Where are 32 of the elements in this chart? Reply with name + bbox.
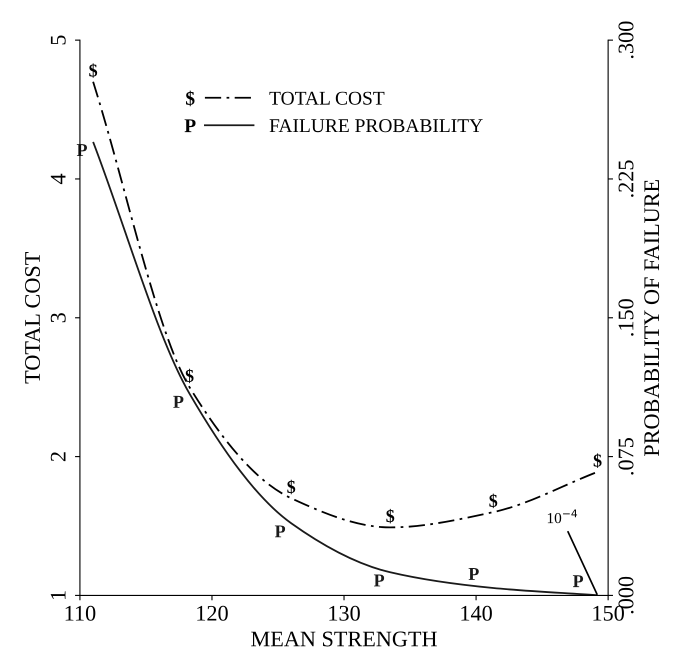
data-label: P (468, 568, 479, 580)
data-label: P (274, 525, 286, 538)
y-tick-label: 2 (50, 452, 66, 462)
x-axis-title: MEAN STRENGTH (251, 632, 437, 646)
y-tick-label: 1 (50, 591, 66, 600)
x-tick-label: 120 (197, 606, 228, 621)
x-tick-label: 140 (461, 606, 492, 621)
y-tick-label: 4 (50, 174, 66, 184)
text: $ (186, 90, 195, 106)
legend-label: TOTAL COST (269, 92, 384, 105)
legend-label: FAILURE PROBABILITY (270, 119, 483, 132)
data-label: $ (594, 453, 602, 468)
text: P (184, 119, 196, 132)
y-tick-label: 3 (50, 313, 66, 322)
data-label: $ (489, 494, 498, 508)
data-label: $ (386, 508, 394, 524)
x-tick-label: 130 (329, 606, 360, 621)
y2-tick-label: .300 (618, 22, 634, 58)
y2-axis-title: PROBABILITY OF FAILURE (644, 180, 660, 456)
annotation: 10$^{−4}$ (548, 509, 578, 524)
y2-tick-label: .075 (618, 438, 634, 475)
data-label: $ (89, 63, 98, 78)
y2-tick-label: .225 (618, 160, 634, 197)
y2-tick-label: .150 (618, 299, 634, 336)
data-label: P (572, 575, 584, 588)
y-axis-title: TOTAL COST (25, 252, 40, 384)
data-label: P (374, 574, 384, 586)
data-label: $ (287, 480, 296, 494)
data-label: $ (186, 368, 194, 384)
x-tick-label: 110 (66, 606, 96, 621)
y-tick-label: 5 (50, 35, 66, 44)
data-label: P (173, 396, 184, 408)
